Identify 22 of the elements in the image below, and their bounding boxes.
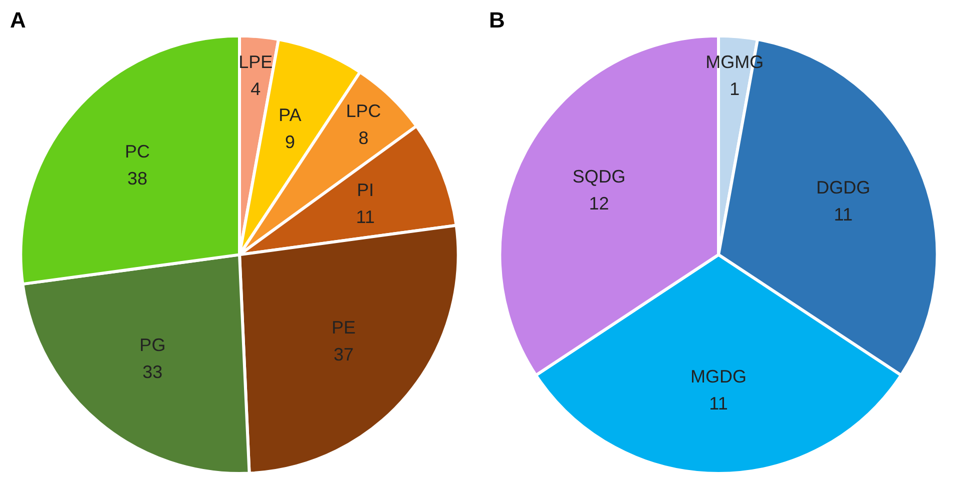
slice-label: PC [124,141,150,162]
data-label: 37 [334,344,354,365]
data-label: 9 [284,132,296,152]
slice-label: PE [332,318,356,338]
data-label: 11 [356,207,375,228]
slice-label: LPC [346,100,381,121]
slice-label: DGDG [816,177,870,198]
data-label: 38 [127,168,148,188]
chart-title: B [489,7,505,32]
slice-label: PA [278,104,302,125]
data-label: 8 [358,128,368,148]
slice-label: PI [356,180,374,200]
slice-label: PG [140,334,166,355]
data-label: 4 [250,78,261,99]
data-label: 12 [589,193,610,214]
data-label: 1 [730,78,740,99]
data-label: 11 [834,204,853,224]
data-label: 33 [142,362,163,382]
slice-label: SQDG [572,166,626,186]
data-label: 11 [709,393,728,414]
slice-label: MGDG [690,366,746,386]
chart-title: A [10,7,26,32]
